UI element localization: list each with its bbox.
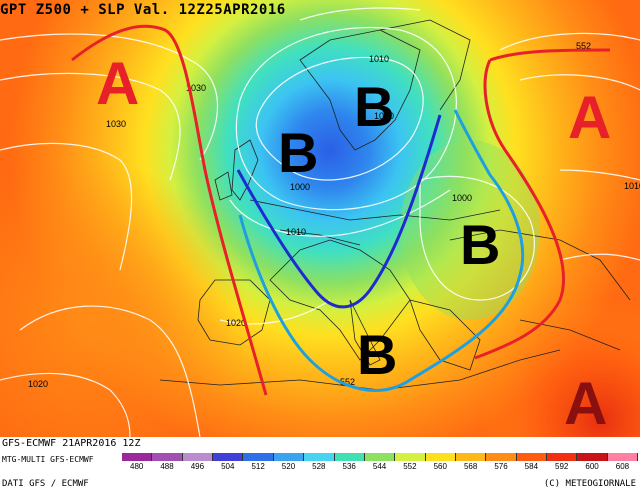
high-pressure-label: A bbox=[568, 84, 611, 151]
legend-value: 608 bbox=[615, 462, 630, 471]
z500-label: 552 bbox=[340, 377, 355, 387]
legend-value: 512 bbox=[251, 462, 265, 471]
legend-swatch: 608 bbox=[607, 453, 639, 471]
legend-swatch: 480 bbox=[122, 453, 153, 471]
legend-value: 504 bbox=[221, 462, 235, 471]
footer bbox=[0, 437, 640, 493]
isobar-label: 1000 bbox=[452, 193, 472, 203]
legend-swatch: 504 bbox=[213, 453, 244, 471]
isobar-label: 1030 bbox=[106, 119, 126, 129]
isobar-label: 1020 bbox=[28, 379, 48, 389]
credit: (C) METEOGIORNALE bbox=[543, 479, 636, 489]
legend-swatch: 488 bbox=[152, 453, 183, 471]
legend-value: 528 bbox=[312, 462, 326, 471]
isobar-labels: 1030 1030 1010 1000 1000 1010 1020 1020 … bbox=[28, 41, 640, 389]
legend-swatch: 528 bbox=[304, 453, 335, 471]
isobars bbox=[0, 7, 640, 437]
legend-value: 488 bbox=[160, 462, 174, 471]
legend-value: 496 bbox=[190, 462, 205, 471]
legend-swatch: 576 bbox=[486, 453, 517, 471]
pressure-centers: A B B A B B A bbox=[96, 50, 611, 437]
z500-label: 552 bbox=[576, 41, 591, 51]
legend-swatch: 560 bbox=[425, 453, 456, 471]
trough-axis-light bbox=[238, 109, 525, 392]
high-pressure-label: A bbox=[96, 50, 139, 117]
isobar-label: 1020 bbox=[226, 318, 246, 328]
low-pressure-label: B bbox=[278, 121, 318, 184]
map-title: GPT Z500 + SLP Val. 12Z25APR2016 bbox=[0, 2, 286, 18]
legend-swatch: 496 bbox=[182, 453, 214, 471]
legend-value: 536 bbox=[342, 462, 356, 471]
legend-value: 480 bbox=[130, 462, 144, 471]
legend-value: 576 bbox=[494, 462, 508, 471]
legend-value: 560 bbox=[433, 462, 447, 471]
map-canvas: 1030 1030 1010 1000 1000 1010 1020 1020 … bbox=[0, 0, 640, 437]
legend-value: 520 bbox=[281, 462, 296, 471]
run-info: GFS-ECMWF 21APR2016 12Z bbox=[2, 438, 141, 449]
isobar-label: 1000 bbox=[374, 111, 394, 121]
legend-swatch: 544 bbox=[364, 453, 396, 471]
ridge-axis-west bbox=[71, 24, 268, 396]
low-pressure-label: B bbox=[460, 213, 500, 276]
legend-swatch: 568 bbox=[455, 453, 487, 471]
legend-swatch: 584 bbox=[516, 453, 548, 471]
isobar-label: 1000 bbox=[290, 182, 310, 192]
legend-swatch: 600 bbox=[577, 453, 608, 471]
ridge-axis-east bbox=[474, 48, 611, 360]
legend-swatch: 592 bbox=[547, 453, 578, 471]
trough-axis-dark bbox=[236, 114, 442, 309]
isobar-label: 1010 bbox=[624, 181, 640, 191]
high-pressure-label: A bbox=[564, 370, 607, 437]
data-source: DATI GFS / ECMWF bbox=[2, 479, 89, 489]
low-pressure-label: B bbox=[357, 323, 397, 386]
legend-swatch: 520 bbox=[273, 453, 305, 471]
forecast-map: 1030 1030 1010 1000 1000 1010 1020 1020 … bbox=[0, 0, 640, 437]
legend-swatch: 536 bbox=[334, 453, 365, 471]
legend-value: 592 bbox=[555, 462, 569, 471]
isobar-label: 1010 bbox=[369, 54, 389, 64]
legend-value: 568 bbox=[463, 462, 478, 471]
isobar-label: 1010 bbox=[286, 227, 306, 237]
low-pressure-label: B bbox=[354, 75, 394, 138]
model-info: MTG-MULTI GFS-ECMWF bbox=[2, 455, 94, 464]
legend-swatch: 552 bbox=[395, 453, 426, 471]
legend-value: 584 bbox=[524, 462, 539, 471]
legend-value: 552 bbox=[403, 462, 417, 471]
legend-swatch: 512 bbox=[243, 453, 274, 471]
legend-value: 600 bbox=[585, 462, 599, 471]
isobar-label: 1030 bbox=[186, 83, 206, 93]
color-legend: 480 488 496 504 512 520 528 536 544 552 560 568 576 5… bbox=[122, 453, 639, 471]
legend-value: 544 bbox=[372, 462, 387, 471]
